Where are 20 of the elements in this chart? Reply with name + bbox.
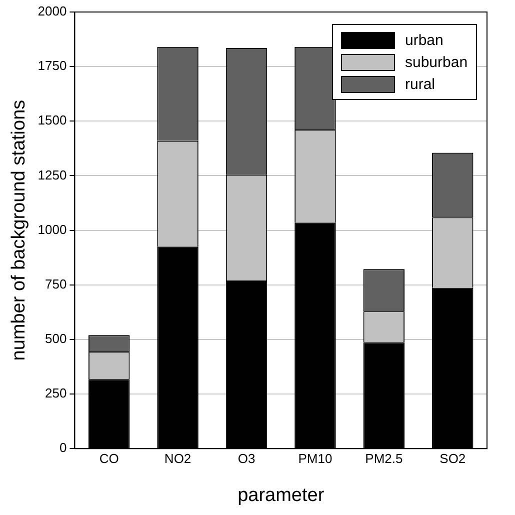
- x-tick-label: NO2: [164, 450, 192, 466]
- x-tick-label: SO2: [440, 450, 466, 466]
- y-tick-label: 1750: [38, 58, 67, 74]
- legend-label: urban: [405, 32, 444, 48]
- y-axis-title: number of background stations: [8, 100, 30, 361]
- legend-label: suburban: [405, 54, 468, 70]
- x-tick-label: PM10: [298, 450, 332, 466]
- y-tick-label: 2000: [38, 4, 67, 19]
- x-axis-title: parameter: [238, 484, 325, 506]
- y-tick-label: 1500: [38, 112, 67, 128]
- y-tick-label: 1000: [38, 222, 67, 237]
- y-tick-label: 750: [45, 276, 67, 292]
- x-tick-label: CO: [99, 450, 119, 466]
- x-tick-label: O3: [238, 450, 256, 466]
- y-tick-label: 250: [45, 386, 67, 401]
- legend-label: rural: [405, 76, 436, 92]
- y-tick-label: 1250: [38, 167, 67, 182]
- y-tick-label: 0: [59, 440, 67, 456]
- x-tick-label: PM2.5: [365, 450, 403, 466]
- y-tick-label: 500: [45, 331, 67, 346]
